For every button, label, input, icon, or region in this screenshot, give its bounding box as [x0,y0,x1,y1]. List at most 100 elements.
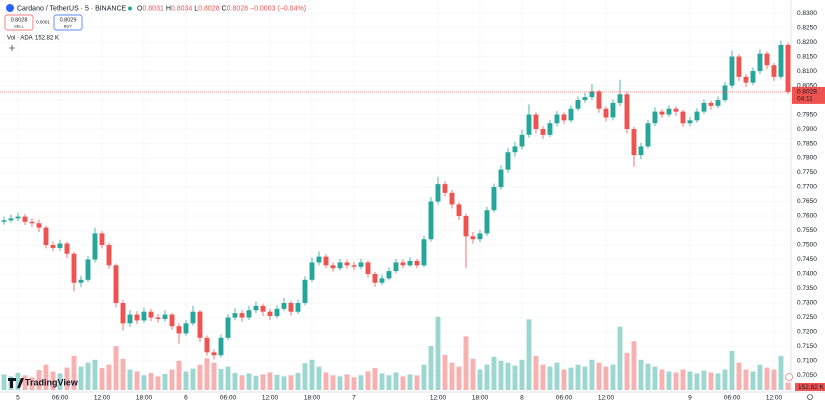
volume-bar [449,362,455,390]
volume-bar [484,364,490,390]
settings-icon[interactable] [807,394,813,400]
volume-bar [386,375,392,390]
candle-body [428,201,434,240]
x-tick-label: 18:00 [472,395,489,402]
ohlc-value: 0.8028 [198,5,220,12]
x-tick-label: 06:00 [220,395,237,402]
volume-bar [694,373,700,390]
candle-body [169,314,175,327]
candle-body [134,314,140,321]
candle-body [750,71,756,83]
volume-bar [561,369,567,390]
volume-bar [421,364,427,390]
buy-button[interactable]: 0.8029 BUY [53,14,83,31]
x-tick-label: 8 [520,395,524,402]
y-tick-label: 0.8250 [797,24,817,31]
brand-mark [8,378,24,388]
volume-bar [519,359,525,390]
volume-bar [778,355,784,390]
volume-bar [15,372,21,390]
candle-body [610,102,616,118]
volume-bar [526,319,532,390]
x-tick-label: 5 [16,395,20,402]
candle-body [71,253,77,283]
volume-bar [190,368,196,390]
volume-bar [141,375,147,390]
candle-body [127,314,133,324]
ohlc-key: H [166,5,171,12]
x-tick-label: 12:00 [430,395,447,402]
ohlc-change: −0.0003 (−0.04%) [250,5,306,12]
x-tick-label: 06:00 [52,395,69,402]
collapse-icon[interactable] [9,45,15,51]
sell-box[interactable] [4,14,34,31]
volume-bar [456,366,462,390]
volume-bar [750,371,756,390]
candle-body [400,262,406,266]
volume-bar [99,368,105,390]
alert-icon[interactable] [785,373,793,381]
candle-body [582,97,588,101]
candle-body [498,169,504,188]
sell-label[interactable]: SELL [14,24,25,29]
volume-bar [729,351,735,390]
volume-bar [197,364,203,390]
candle-body [274,308,280,317]
volume-bar [470,358,476,390]
candle-body [449,192,455,205]
candle-body [162,314,168,319]
candle-body [477,233,483,240]
sell-price[interactable]: 0.8028 [11,17,28,23]
volume-tag [795,383,825,391]
y-tick-label: 0.7900 [797,126,817,133]
x-tick-label: 12:00 [94,395,111,402]
volume-bar [302,363,308,390]
x-tick-label: 06:00 [724,395,741,402]
volume-bar [162,373,168,390]
volume-bar [687,371,693,390]
candle-body [624,94,630,130]
volume-bar [631,341,637,390]
sell-button[interactable]: 0.8028 SELL [4,14,34,31]
volume-bar [260,374,266,390]
candle-body [785,44,791,92]
candle-body [351,265,357,267]
candle-body [197,311,203,338]
x-tick-label: 7 [352,395,356,402]
volume-bar [596,362,602,390]
candle-body [365,262,371,275]
candle-body [22,216,28,222]
volume-bar [785,382,791,390]
volume-bar [652,366,658,390]
y-tick-label: 0.7650 [797,198,817,205]
buy-box[interactable] [53,14,83,31]
candle-body [43,227,49,246]
buy-price[interactable]: 0.8029 [60,17,77,23]
candle-body [617,94,623,103]
volume-bar [568,367,574,390]
volume-bar [43,364,49,390]
y-tick-label: 0.7600 [797,213,817,220]
last-price-tag [792,86,825,104]
candle-body [666,108,672,115]
volume-bar [582,366,588,390]
volume-bar [393,372,399,390]
volume-bar [498,360,504,390]
buy-label[interactable]: BUY [64,24,73,29]
candle-body [708,102,714,106]
volume-bar [680,369,686,390]
volume-bar [183,371,189,390]
volume-bar [533,355,539,390]
volume-bar [358,375,364,390]
x-tick-label: 12:00 [598,395,615,402]
volume-bar [673,372,679,390]
candle-body [638,146,644,156]
candle-body [50,245,56,248]
volume-bar [407,374,413,390]
volume-bar [554,362,560,390]
y-tick-label: 0.7250 [797,314,817,321]
candle-body [631,129,637,156]
candle-body [519,134,525,147]
ohlc-key: C [222,5,227,12]
